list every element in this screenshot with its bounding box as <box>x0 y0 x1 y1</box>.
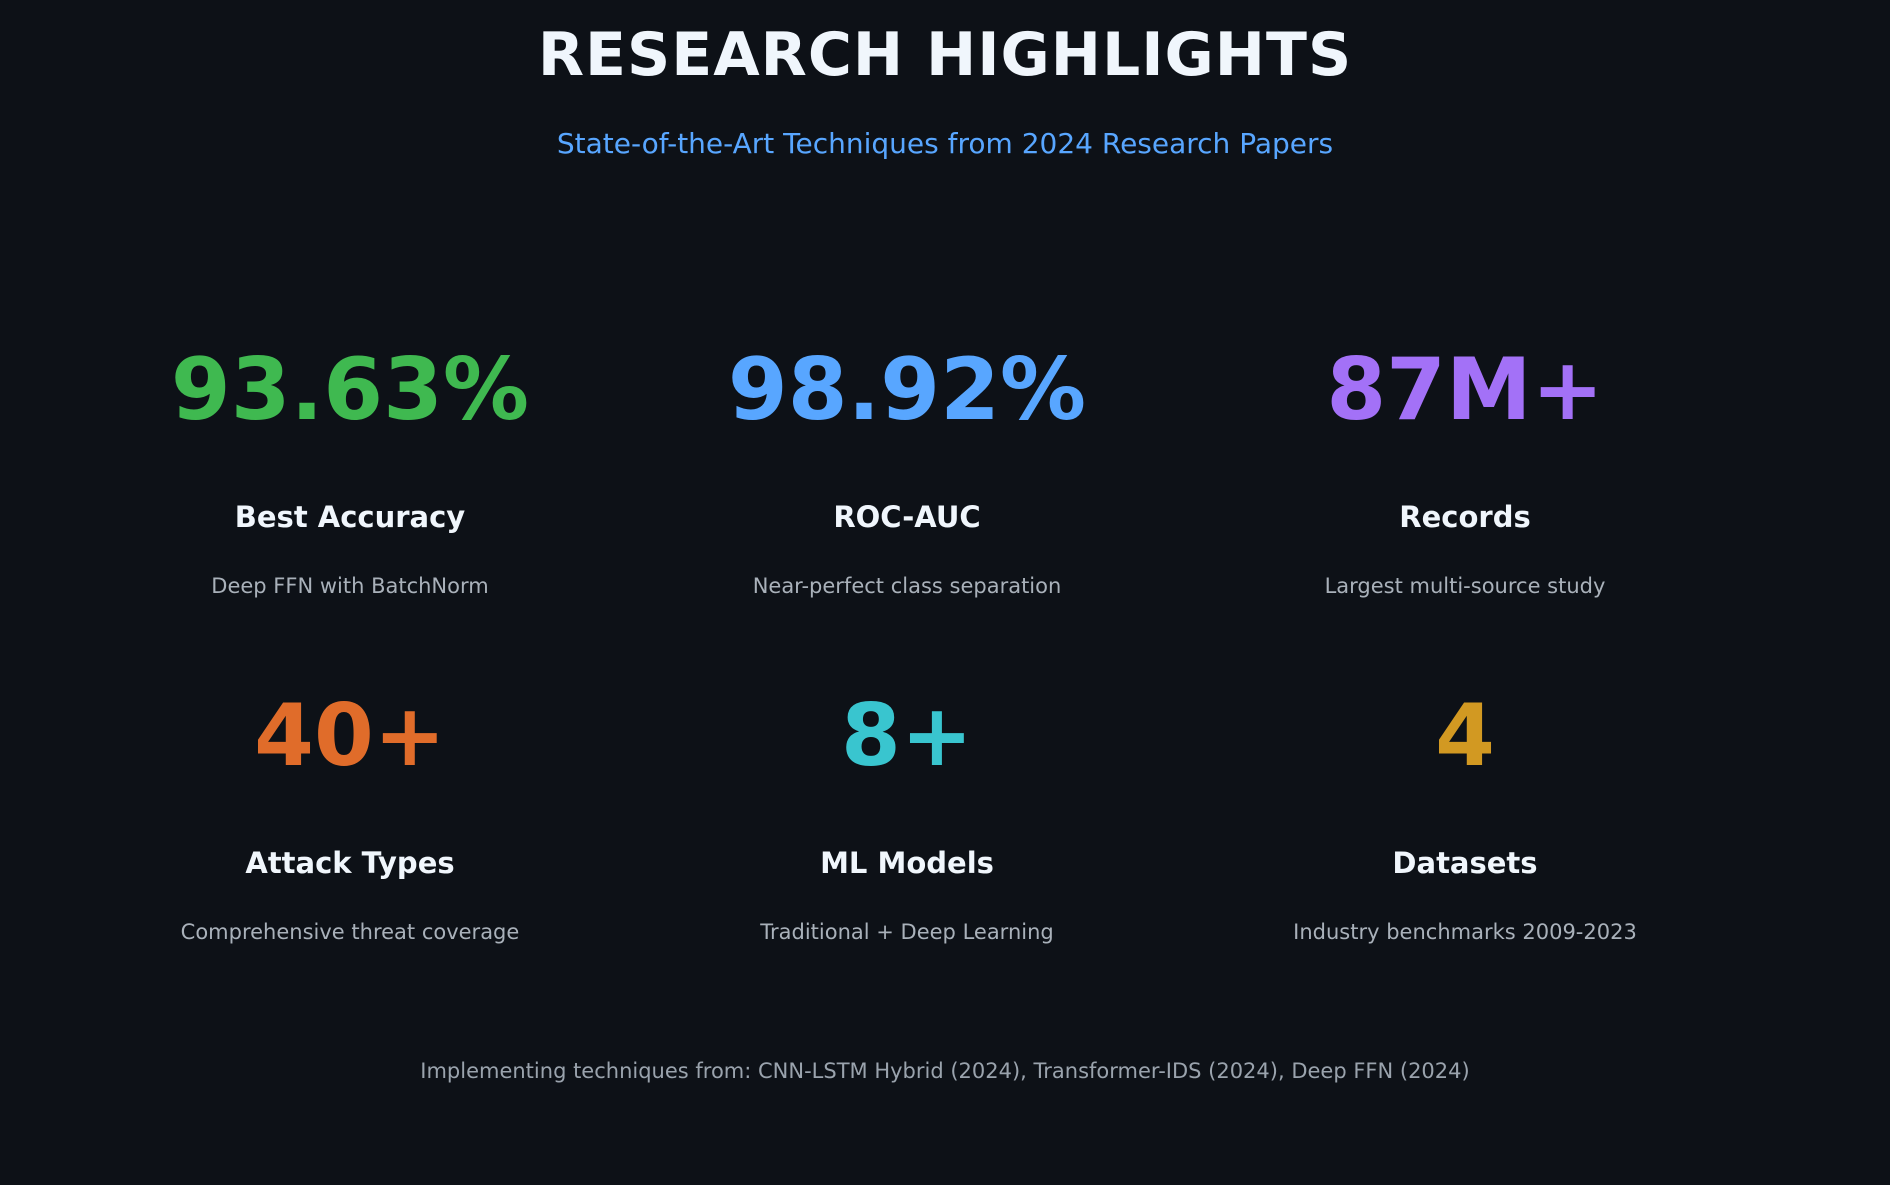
stat-value: 93.63% <box>170 340 530 440</box>
stat-description: Largest multi-source study <box>1324 574 1606 598</box>
stat-value: 40+ <box>254 686 446 786</box>
stat-description: Comprehensive threat coverage <box>180 920 520 944</box>
stat-card-ml-models: 8+ ML Models Traditional + Deep Learning <box>627 686 1187 946</box>
stat-description: Near-perfect class separation <box>752 574 1062 598</box>
stat-card-datasets: 4 Datasets Industry benchmarks 2009-2023 <box>1185 686 1745 946</box>
stat-label: ROC-AUC <box>833 500 981 534</box>
page-title: RESEARCH HIGHLIGHTS <box>537 20 1353 90</box>
stat-label: Best Accuracy <box>234 500 466 534</box>
stat-card-records: 87M+ Records Largest multi-source study <box>1185 340 1745 600</box>
stat-card-roc-auc: 98.92% ROC-AUC Near-perfect class separa… <box>627 340 1187 600</box>
stat-value: 87M+ <box>1326 340 1604 440</box>
page-subtitle: State-of-the-Art Techniques from 2024 Re… <box>556 127 1334 160</box>
stat-value: 98.92% <box>727 340 1087 440</box>
stat-description: Traditional + Deep Learning <box>760 920 1054 944</box>
stat-card-best-accuracy: 93.63% Best Accuracy Deep FFN with Batch… <box>70 340 630 600</box>
stat-label: Records <box>1399 500 1531 534</box>
stat-description: Deep FFN with BatchNorm <box>211 574 489 598</box>
stat-card-attack-types: 40+ Attack Types Comprehensive threat co… <box>70 686 630 946</box>
footer-note: Implementing techniques from: CNN-LSTM H… <box>420 1059 1470 1083</box>
stat-value: 4 <box>1435 686 1495 786</box>
stat-description: Industry benchmarks 2009-2023 <box>1293 920 1637 944</box>
stat-label: Datasets <box>1392 846 1538 880</box>
stat-label: Attack Types <box>245 846 455 880</box>
stat-value: 8+ <box>841 686 973 786</box>
stat-label: ML Models <box>820 846 994 880</box>
